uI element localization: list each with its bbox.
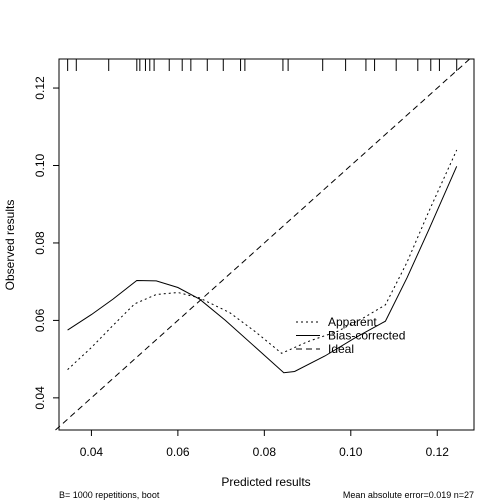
- y-tick-label: 0.10: [33, 153, 47, 177]
- plot-frame: [58, 58, 475, 431]
- y-tick-label: 0.04: [33, 386, 47, 410]
- footer-right-note: Mean absolute error=0.019 n=27: [343, 490, 474, 500]
- x-axis: 0.04 0.06 0.08 0.10 0.12: [80, 430, 450, 459]
- series-group: [55, 58, 471, 431]
- legend-label: Apparent: [328, 315, 377, 329]
- x-tick-label: 0.04: [80, 445, 104, 459]
- rug-ticks: [67, 59, 458, 71]
- y-tick-label: 0.08: [33, 231, 47, 255]
- legend-label: Ideal: [328, 342, 354, 356]
- x-tick-label: 0.06: [166, 445, 190, 459]
- x-tick-label: 0.12: [426, 445, 450, 459]
- y-axis: 0.04 0.06 0.08 0.10 0.12: [33, 76, 59, 410]
- x-tick-label: 0.10: [339, 445, 363, 459]
- series-line-ideal: [55, 58, 471, 431]
- y-tick-label: 0.06: [33, 308, 47, 332]
- x-tick-label: 0.08: [253, 445, 277, 459]
- series-line-bias-corrected: [67, 166, 458, 374]
- x-axis-label: Predicted results: [221, 475, 310, 489]
- y-tick-label: 0.12: [33, 76, 47, 100]
- y-axis-label: Observed results: [3, 200, 17, 291]
- series-line-apparent: [67, 149, 458, 370]
- legend-label: Bias-corrected: [328, 329, 405, 343]
- footer-left-note: B= 1000 repetitions, boot: [59, 490, 160, 500]
